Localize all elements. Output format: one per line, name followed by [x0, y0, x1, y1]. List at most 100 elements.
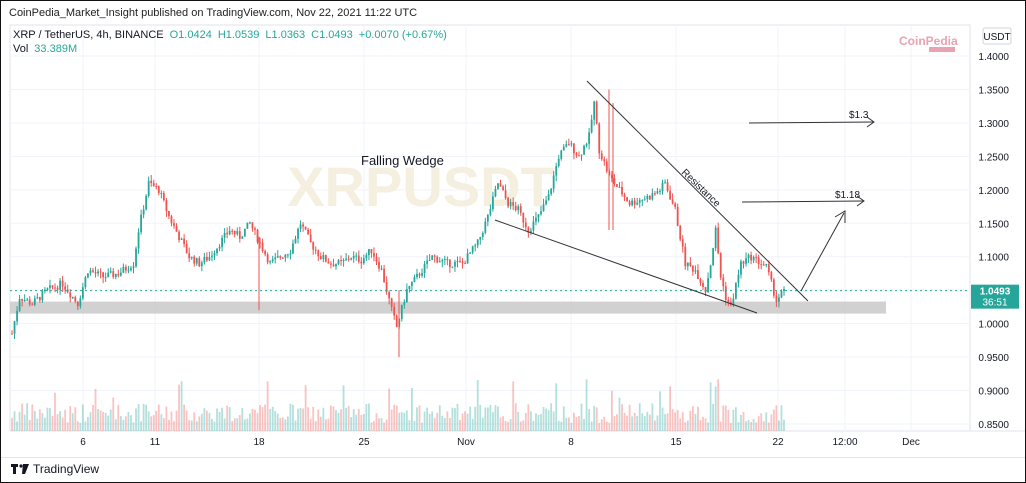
- volume-bar: [61, 417, 64, 431]
- volume-bar: [545, 408, 547, 431]
- volume-bar: [147, 411, 150, 431]
- volume-bar: [360, 414, 363, 431]
- volume-bar: [385, 419, 388, 431]
- candle-body: [742, 261, 745, 264]
- volume-bar: [631, 416, 634, 431]
- candle-body: [350, 258, 353, 260]
- candle-body: [193, 256, 196, 264]
- volume-bar: [395, 405, 398, 431]
- candle-body: [411, 281, 413, 287]
- time-tick-label: 11: [150, 437, 161, 448]
- candle-body: [583, 145, 585, 155]
- candle-body: [89, 270, 92, 274]
- candle-body: [618, 186, 621, 188]
- candle-body: [633, 200, 636, 205]
- volume-bar: [362, 414, 365, 431]
- candle-body: [593, 101, 596, 120]
- candle-body: [44, 289, 46, 291]
- candle-body: [175, 225, 178, 232]
- volume-bar: [461, 413, 464, 431]
- candle-body: [638, 200, 641, 203]
- candle-body: [259, 242, 261, 244]
- candle-body: [286, 254, 289, 256]
- volume-bar: [621, 404, 623, 431]
- volume-bar: [46, 407, 49, 431]
- volume-bar: [330, 405, 332, 431]
- currency-label: USDT: [983, 32, 1010, 43]
- volume-bar: [686, 420, 689, 431]
- volume-bar: [648, 414, 651, 431]
- resistance-trendline[interactable]: [586, 80, 809, 302]
- volume-bar: [92, 405, 94, 431]
- volume-bar: [603, 416, 606, 431]
- volume-bar: [717, 379, 720, 431]
- volume-bar: [666, 413, 669, 431]
- volume-bar: [405, 410, 408, 431]
- candle-body: [322, 255, 325, 260]
- volume-bar: [433, 418, 436, 431]
- candle-body: [362, 258, 365, 264]
- candle-body: [585, 143, 588, 146]
- volume-bar: [547, 410, 550, 431]
- volume-bar: [119, 416, 122, 431]
- volume-bar: [221, 407, 223, 431]
- candle-body: [702, 283, 704, 287]
- candle-body: [104, 277, 107, 279]
- candle-body: [778, 297, 780, 302]
- volume-bar: [578, 416, 580, 431]
- volume-bar: [21, 403, 24, 431]
- symbol-name[interactable]: XRP / TetherUS, 4h, BINANCE: [13, 29, 164, 41]
- candle-body: [69, 292, 72, 298]
- candle-body: [413, 277, 416, 282]
- volume-bar: [13, 411, 16, 431]
- candle-body: [340, 260, 342, 262]
- volume-bar: [641, 413, 644, 431]
- candle-body: [84, 277, 87, 288]
- currency-button[interactable]: USDT: [982, 27, 1012, 45]
- candle-body: [770, 272, 773, 280]
- candle-body: [497, 183, 499, 189]
- volume-bar: [249, 413, 251, 431]
- volume-bar: [322, 407, 325, 431]
- volume-bar: [598, 422, 601, 431]
- time-tick-label: Dec: [902, 437, 920, 448]
- close-value: C1.0493: [311, 29, 353, 41]
- volume-bar: [23, 414, 26, 431]
- target1-arrow[interactable]: [748, 121, 874, 124]
- candle-body: [514, 205, 517, 211]
- price-chart[interactable]: XRPUSDT Falling Wedge Resistance $1.3 $1…: [1, 1, 1025, 457]
- volume-bar: [451, 407, 454, 431]
- volume-bar: [676, 410, 679, 431]
- volume-bar: [264, 404, 267, 431]
- candle-body: [704, 286, 707, 293]
- candle-body: [92, 270, 94, 273]
- tradingview-brand[interactable]: TradingView: [11, 462, 99, 476]
- time-axis[interactable]: 6 11 18 25 Nov 8 15 22 12:00 Dec: [80, 437, 920, 448]
- candle-body: [535, 217, 537, 222]
- candle-body: [484, 221, 487, 233]
- legend: XRP / TetherUS, 4h, BINANCE O1.0424 H1.053…: [13, 29, 447, 55]
- volume-bar: [337, 412, 340, 431]
- volume-bar: [251, 408, 254, 431]
- candle-body: [492, 196, 494, 210]
- candle-body: [605, 161, 608, 172]
- volume-bar: [241, 408, 244, 431]
- candle-body: [327, 261, 330, 264]
- price-axis[interactable]: 1.4000 1.3500 1.3000 1.2500 1.2000 1.1500 1.10…: [978, 52, 1009, 431]
- volume-bar: [142, 403, 145, 431]
- volume-bar: [628, 404, 631, 431]
- volume-bar: [527, 404, 530, 431]
- target2-arrow[interactable]: [741, 200, 864, 203]
- candle-body: [471, 246, 474, 253]
- candle-body: [122, 266, 125, 273]
- volume-bar: [735, 407, 737, 431]
- candle-body: [707, 278, 709, 293]
- candle-body: [428, 259, 431, 261]
- candle-body: [218, 247, 221, 249]
- support-trendline[interactable]: [494, 219, 758, 314]
- candle-body: [360, 261, 363, 264]
- breakout-arrow[interactable]: [800, 212, 845, 292]
- candle-body: [775, 295, 778, 302]
- price-tick-label: 1.2000: [978, 186, 1009, 197]
